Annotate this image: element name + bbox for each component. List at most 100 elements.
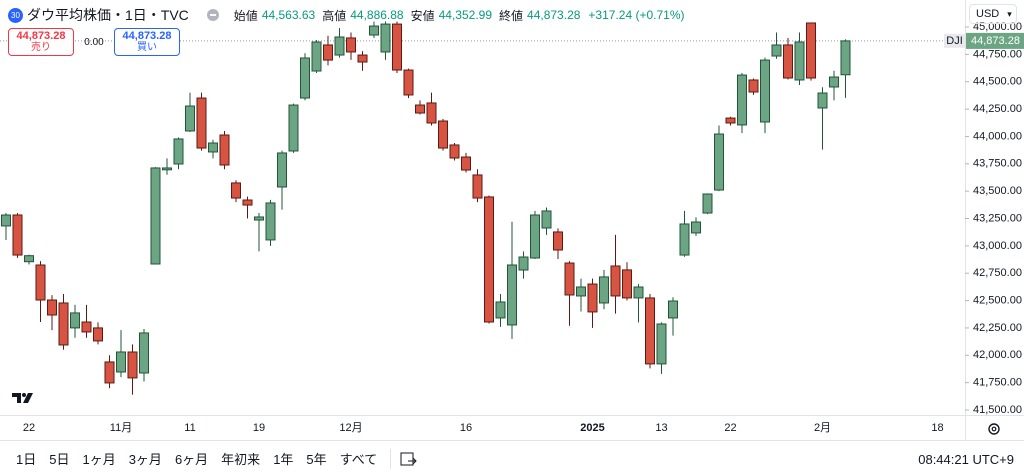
- candle-body: [70, 312, 80, 329]
- candle-body: [12, 214, 23, 256]
- range-button[interactable]: 1ヶ月: [82, 452, 116, 467]
- candle-body: [104, 361, 115, 384]
- last-price-label: 44,873.28: [971, 35, 1020, 47]
- candle-body: [576, 286, 586, 297]
- candle-body: [219, 134, 230, 166]
- candle-body: [415, 104, 425, 114]
- candle-body: [392, 23, 402, 71]
- candle-body: [840, 40, 851, 76]
- candle-body: [47, 299, 57, 316]
- candle-body: [196, 97, 207, 149]
- change: +317.24 (+0.71%): [588, 8, 685, 22]
- candle-body: [346, 37, 356, 53]
- candle-body: [35, 264, 46, 301]
- candle-body: [771, 44, 782, 57]
- candle-body: [691, 221, 701, 234]
- candle-body: [173, 138, 184, 165]
- candle-body: [610, 265, 621, 297]
- candle-body: [208, 142, 218, 153]
- range-button[interactable]: 6ヶ月: [174, 452, 209, 467]
- x-tick-label: 11月: [110, 422, 132, 434]
- y-tick-label: 44,500.00: [973, 76, 1022, 88]
- y-tick-label: 41,750.00: [973, 377, 1022, 389]
- x-tick-label: 22: [724, 422, 736, 434]
- range-button[interactable]: 3ヶ月: [128, 452, 162, 467]
- candle-body: [806, 22, 816, 79]
- candle-body: [277, 152, 287, 188]
- candle-body: [369, 25, 379, 36]
- hide-button[interactable]: [206, 9, 219, 21]
- symbol-badge: 30: [8, 7, 23, 23]
- tv-logo: [12, 393, 33, 403]
- candle-body: [748, 79, 759, 93]
- range-button[interactable]: 年初来: [221, 452, 261, 467]
- ohlc-value: 44,352.99: [438, 8, 493, 22]
- candle-body: [357, 54, 368, 63]
- candle-body: [185, 105, 195, 132]
- ohlc-label: 始値: [233, 8, 258, 23]
- candle-body: [323, 44, 333, 61]
- candle-body: [725, 117, 736, 124]
- candle-body: [668, 300, 678, 319]
- candle-body: [127, 351, 138, 379]
- y-tick-label: 43,250.00: [973, 212, 1022, 224]
- range-button[interactable]: すべて: [339, 452, 378, 467]
- x-tick-label: 12月: [339, 422, 362, 434]
- candle-body: [162, 167, 172, 171]
- chart: 41,500.00 41,750.00 42,000.00 42,250.00 42,5…: [0, 0, 1024, 440]
- ohlc-label: 安値: [410, 8, 435, 23]
- separator: [390, 448, 392, 469]
- range-button[interactable]: 5年: [306, 452, 327, 467]
- y-tick-label: 44,000.00: [973, 130, 1022, 142]
- candle-body: [150, 167, 161, 265]
- y-tick-label: 44,250.00: [973, 103, 1022, 115]
- candle-body: [461, 156, 471, 171]
- last-price-tag: [966, 32, 1024, 49]
- y-tick-label: 42,500.00: [973, 294, 1022, 306]
- ohlc-label: 高値: [322, 8, 347, 23]
- range-button[interactable]: 1年: [273, 452, 294, 467]
- ohlc-label: 終値: [499, 8, 524, 23]
- candle-body: [702, 193, 713, 214]
- candle-body: [564, 262, 575, 296]
- candle-body: [633, 286, 644, 299]
- y-tick-label: 41,500.00: [973, 404, 1022, 416]
- goto-date-icon[interactable]: [399, 450, 417, 468]
- candle-body: [93, 327, 103, 342]
- candle-body: [426, 102, 437, 124]
- symbol-tag: DJI: [946, 35, 963, 47]
- buy-button[interactable]: 44,873.28 買い: [114, 28, 180, 56]
- symbol-name: ダウ平均株価・1日・TVC: [27, 7, 189, 23]
- x-tick-label: 13: [655, 422, 667, 434]
- bottom-toolbar: 1日 5日 1ヶ月 3ヶ月 6ヶ月 年初来 1年 5年 すべて 08:44:21 UTC+9: [0, 440, 1024, 476]
- ohlc-value: 44,563.63: [261, 8, 316, 22]
- candle-body: [737, 74, 747, 126]
- candle-body: [403, 69, 414, 96]
- header: 30 ダウ平均株価・1日・TVC 始値 44,563.63 高値 44,886.88 安値 4…: [8, 5, 685, 25]
- candle-body: [794, 41, 805, 81]
- y-tick-label: 42,750.00: [973, 267, 1022, 279]
- y-tick-label: 43,500.00: [973, 185, 1022, 197]
- range-button[interactable]: 1日: [16, 452, 37, 467]
- candle-body: [553, 231, 563, 251]
- symbol-tag-bg: [944, 33, 965, 48]
- candle-body: [518, 256, 529, 271]
- candle-body: [231, 182, 241, 199]
- range-button[interactable]: 5日: [49, 452, 70, 467]
- settings-icon[interactable]: [988, 423, 1000, 435]
- sell-button[interactable]: 44,873.28 売り: [8, 28, 74, 56]
- candle-body: [24, 255, 34, 263]
- candle-body: [599, 276, 609, 304]
- currency-select[interactable]: USD ▾: [969, 4, 1017, 24]
- candle-body: [242, 199, 253, 206]
- candle-body: [484, 196, 494, 323]
- x-tick-label: 16: [460, 422, 472, 434]
- ohlc-value: 44,873.28: [527, 8, 581, 22]
- sell-label: 売り: [31, 42, 51, 53]
- y-tick-label: 42,000.00: [973, 349, 1022, 361]
- candle-body: [472, 174, 483, 199]
- candle-body: [438, 120, 448, 149]
- candle-body: [507, 264, 517, 326]
- candle-body: [265, 202, 276, 241]
